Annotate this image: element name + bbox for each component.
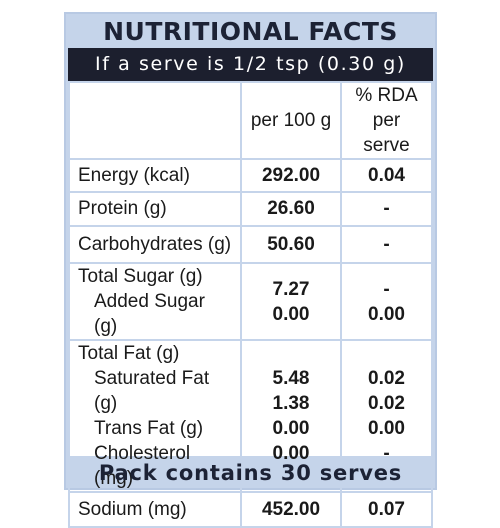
header-per100g: per 100 g <box>240 81 342 160</box>
per100-value: 0.00 <box>272 418 310 439</box>
rda-value: 0.00 <box>368 418 405 439</box>
nutrient-sublabel: Trans Fat (g) <box>94 418 204 439</box>
rda-value: - <box>383 443 390 464</box>
header-rda-line2: per serve <box>363 110 410 156</box>
table-row-sugars: Total Sugar (g) Added Sugar (g) 7.27 0.0… <box>68 262 433 341</box>
rda-value-group: - 0.00 <box>340 262 433 341</box>
per100-value: 5.48 <box>272 368 310 389</box>
per100-value: 1.38 <box>272 393 310 414</box>
rda-value: - <box>383 278 390 300</box>
table-row: Sodium (mg) 452.00 0.07 <box>68 491 433 528</box>
table-row: Energy (kcal) 292.00 0.04 <box>68 158 433 193</box>
rda-value: 0.00 <box>368 303 405 325</box>
nutrition-table: per 100 g % RDA per serve Energy (kcal) … <box>68 81 433 528</box>
nutrient-label-group: Total Sugar (g) Added Sugar (g) <box>68 262 242 341</box>
per100-value: 26.60 <box>240 191 342 227</box>
per100-value: 0.00 <box>272 443 310 464</box>
rda-value: 0.07 <box>340 491 433 528</box>
per100-value: 50.60 <box>240 225 342 264</box>
serve-size-bar: If a serve is 1/2 tsp (0.30 g) <box>68 48 433 81</box>
nutrient-label: Total Fat (g) <box>78 343 180 364</box>
nutrient-label: Carbohydrates (g) <box>68 225 242 264</box>
nutrient-label: Energy (kcal) <box>68 158 242 193</box>
header-row: per 100 g % RDA per serve <box>68 81 433 160</box>
nutrient-label: Sodium (mg) <box>68 491 242 528</box>
rda-value: 0.04 <box>340 158 433 193</box>
header-rda: % RDA per serve <box>340 81 433 160</box>
rda-value: 0.02 <box>368 368 405 389</box>
per100-value: 452.00 <box>240 491 342 528</box>
per100-value-group: 5.48 1.38 0.00 0.00 <box>240 339 342 493</box>
rda-value: 0.02 <box>368 393 405 414</box>
rda-value: - <box>340 225 433 264</box>
nutrient-sublabel: Cholesterol (mg) <box>94 443 191 489</box>
label-title: NUTRITIONAL FACTS <box>103 17 398 46</box>
pack-serves-footer: Pack contains 30 serves <box>98 461 403 485</box>
nutrition-label: NUTRITIONAL FACTS If a serve is 1/2 tsp … <box>64 12 437 528</box>
table-row: Protein (g) 26.60 - <box>68 191 433 227</box>
per100-value: 7.27 <box>272 278 310 300</box>
rda-value: - <box>340 191 433 227</box>
nutrient-label: Protein (g) <box>68 191 242 227</box>
nutrient-label: Total Sugar (g) <box>78 266 203 287</box>
per100-value-group: 7.27 0.00 <box>240 262 342 341</box>
per100-value: 292.00 <box>240 158 342 193</box>
per100-value: 0.00 <box>272 303 310 325</box>
nutrient-label-group: Total Fat (g) Saturated Fat (g) Trans Fa… <box>68 339 242 493</box>
nutrition-table-wrap: per 100 g % RDA per serve Energy (kcal) … <box>68 81 433 528</box>
rda-value-group: 0.02 0.02 0.00 - <box>340 339 433 493</box>
nutrient-sublabel: Saturated Fat (g) <box>94 368 210 414</box>
table-row-fats: Total Fat (g) Saturated Fat (g) Trans Fa… <box>68 339 433 493</box>
nutrient-sublabel: Added Sugar (g) <box>94 291 205 337</box>
header-rda-line1: % RDA <box>355 85 418 106</box>
table-row: Carbohydrates (g) 50.60 - <box>68 225 433 264</box>
header-blank-cell <box>68 81 242 160</box>
